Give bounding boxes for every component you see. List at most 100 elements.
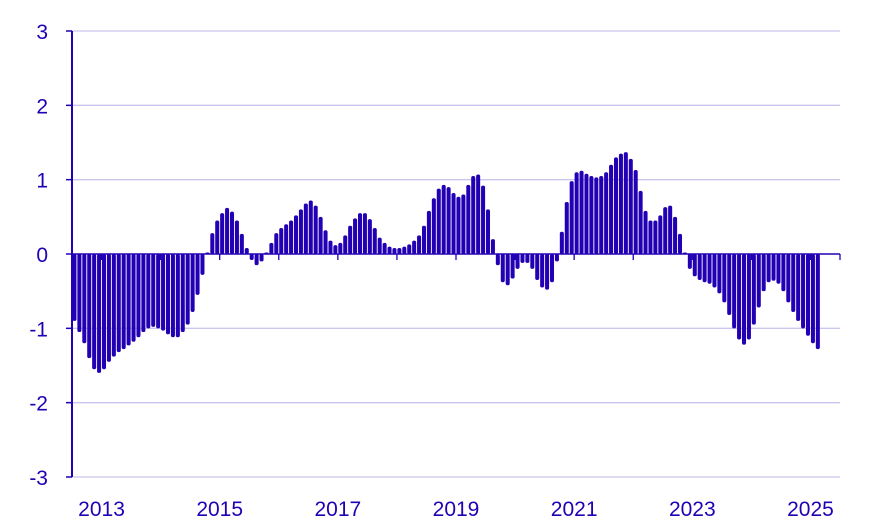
bar — [421, 225, 427, 254]
bar — [165, 254, 171, 335]
x-tick-labels: 2013 2015 2017 2019 2021 2023 2025 — [78, 498, 834, 521]
bar — [446, 187, 451, 254]
bar — [313, 205, 318, 254]
bar — [737, 254, 742, 340]
bar — [741, 254, 747, 345]
bar — [613, 157, 619, 254]
bar — [239, 233, 244, 254]
bar — [604, 172, 609, 254]
y-tick-label: 0 — [36, 244, 48, 267]
axes — [66, 30, 841, 478]
x-tick-label: 2013 — [78, 498, 125, 521]
bar — [303, 203, 308, 254]
bar — [574, 172, 579, 254]
bar — [308, 200, 313, 254]
bar — [234, 220, 239, 254]
bar — [471, 175, 476, 254]
bar — [180, 254, 185, 333]
y-tick-label: 2 — [36, 95, 48, 118]
bar — [220, 213, 225, 254]
bar — [697, 254, 702, 281]
bar — [72, 254, 77, 321]
bar — [249, 254, 254, 260]
bar — [707, 254, 712, 284]
bar — [751, 254, 756, 325]
bar — [146, 254, 151, 329]
bar — [569, 181, 574, 254]
bar — [451, 193, 456, 254]
bar — [599, 175, 604, 254]
bar — [426, 210, 431, 254]
bar — [338, 242, 343, 254]
bar — [170, 254, 175, 338]
bar — [175, 254, 180, 338]
bar — [545, 254, 550, 290]
bar — [490, 239, 495, 254]
bar — [805, 254, 811, 336]
bar — [156, 254, 161, 329]
bar — [638, 190, 643, 254]
bar — [456, 196, 461, 254]
bar — [791, 254, 796, 312]
bar — [106, 254, 111, 362]
x-tick-label: 2017 — [314, 498, 361, 521]
bar — [126, 254, 131, 346]
bar — [289, 220, 294, 254]
bar — [323, 230, 328, 254]
bar — [92, 254, 97, 370]
bar — [564, 201, 569, 254]
bar — [668, 205, 673, 254]
bar — [348, 225, 353, 254]
bar — [328, 240, 333, 254]
x-tick-label: 2023 — [669, 498, 716, 521]
bar — [500, 254, 505, 283]
bar — [279, 227, 284, 254]
bar — [554, 254, 559, 262]
bar — [505, 254, 510, 286]
bar — [259, 254, 264, 262]
bar — [584, 173, 589, 254]
bar — [466, 184, 471, 254]
bar — [746, 254, 751, 340]
bar — [136, 254, 141, 338]
x-tick-label: 2021 — [551, 498, 598, 521]
bar — [210, 233, 215, 254]
bar — [756, 254, 761, 308]
y-tick-label: -1 — [29, 318, 48, 341]
bar — [594, 177, 599, 254]
bar — [318, 216, 323, 254]
y-tick-label: -2 — [29, 393, 48, 416]
bar — [215, 220, 220, 254]
bar — [815, 254, 820, 350]
bar — [254, 254, 259, 266]
x-tick-label: 2015 — [196, 498, 243, 521]
bar — [87, 254, 92, 359]
bar — [244, 248, 249, 254]
bar — [623, 152, 628, 254]
bar — [786, 254, 791, 303]
bar — [559, 231, 564, 254]
bar — [431, 198, 436, 254]
bar — [161, 254, 166, 331]
bar — [643, 210, 648, 254]
bar — [357, 213, 363, 254]
bar — [766, 254, 771, 283]
bar — [101, 254, 107, 370]
bar — [131, 254, 136, 342]
bar — [761, 254, 766, 292]
bar — [515, 254, 520, 269]
bar — [796, 254, 801, 321]
bar — [225, 207, 230, 254]
bar — [343, 235, 348, 254]
bar — [579, 170, 584, 254]
bar — [195, 254, 200, 295]
bar — [333, 245, 338, 254]
bar — [801, 254, 806, 329]
bar — [520, 254, 525, 263]
bar — [407, 244, 412, 254]
y-tick-label: 1 — [36, 170, 48, 193]
bar — [397, 248, 402, 254]
bar — [269, 242, 274, 254]
bar — [510, 254, 515, 279]
bar — [781, 254, 786, 292]
